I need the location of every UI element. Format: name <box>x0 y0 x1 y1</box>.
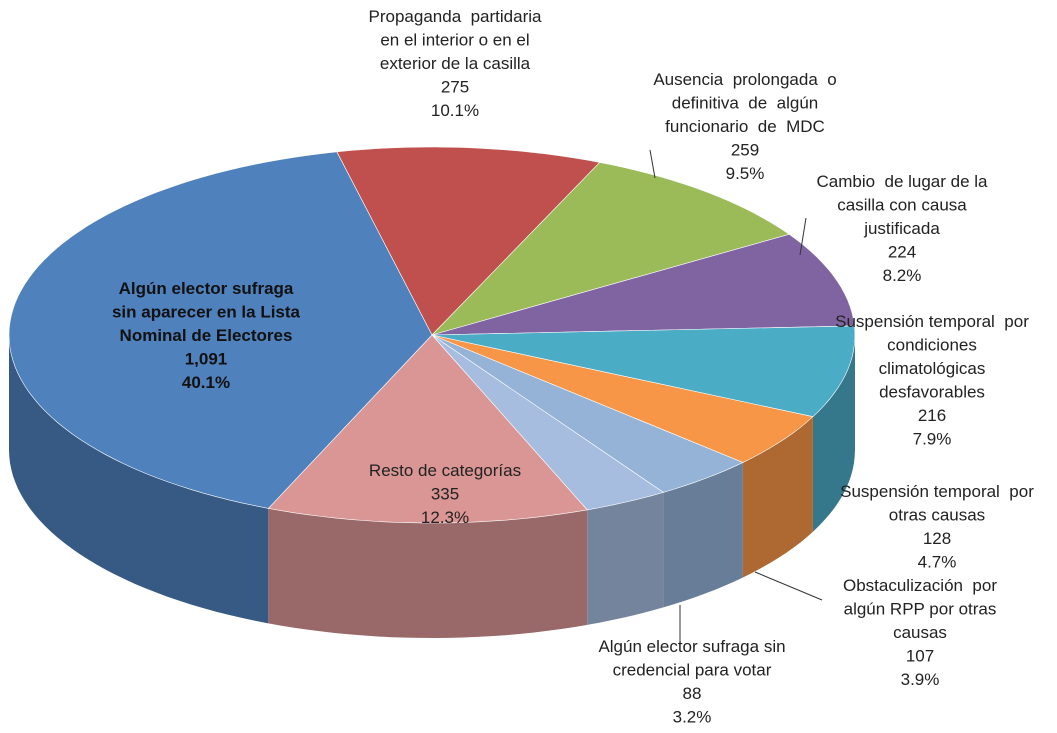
percent-label: 9.5% <box>726 164 765 183</box>
label-line: casilla con causa <box>837 196 967 215</box>
label-line: Nominal de Electores <box>120 326 293 345</box>
label-line: Obstaculización por <box>843 576 997 595</box>
percent-label: 4.7% <box>918 553 957 572</box>
slice-side <box>587 492 664 625</box>
label-line: desfavorables <box>879 383 985 402</box>
leader-line <box>754 571 823 601</box>
label-line: funcionario de MDC <box>665 117 825 136</box>
value-label: 128 <box>923 529 951 548</box>
slice <box>267 334 588 524</box>
label-line: exterior de la casilla <box>380 54 531 73</box>
percent-label: 12.3% <box>421 508 469 527</box>
label-line: definitiva de algún <box>672 94 819 113</box>
slice-label: Algún elector sufraga sin credencial para… <box>598 637 785 680</box>
label-line: Cambio de lugar de la <box>816 172 988 191</box>
percent-label: 3.9% <box>901 670 940 689</box>
label-line: Suspensión temporal por <box>835 312 1029 331</box>
value-label: 335 <box>431 485 459 504</box>
label-line: credencial para votar <box>613 661 772 680</box>
slice-label: Algún elector sufraga sin aparecer en la … <box>112 279 301 345</box>
slice-side <box>742 416 813 578</box>
percent-label: 7.9% <box>913 430 952 449</box>
label-line: otras causas <box>889 506 985 525</box>
slice <box>431 334 744 493</box>
value-label: 275 <box>441 78 469 97</box>
value-label: 259 <box>731 141 759 160</box>
label-line: Suspensión temporal por <box>840 482 1034 501</box>
label-line: Ausencia prolongada o <box>653 70 836 89</box>
value-label: 88 <box>683 684 702 703</box>
slice-label: Resto de categorías <box>369 461 521 480</box>
label-line: Resto de categorías <box>369 461 521 480</box>
slice-side <box>663 462 743 608</box>
slice-label: Propaganda partidaria en el interior o en… <box>369 7 543 73</box>
percent-label: 3.2% <box>673 708 712 727</box>
label-line: condiciones <box>887 336 977 355</box>
percent-label: 10.1% <box>431 101 479 120</box>
percent-label: 40.1% <box>182 373 230 392</box>
leader-line <box>649 149 656 179</box>
value-label: 107 <box>906 647 934 666</box>
label-line: Propaganda partidaria <box>369 7 543 26</box>
slice <box>336 146 601 336</box>
label-line: justificada <box>863 219 940 238</box>
slice <box>431 334 665 511</box>
slice-side <box>812 335 855 532</box>
value-label: 216 <box>918 406 946 425</box>
slice-label: Ausencia prolongada o definitiva de algún… <box>653 70 836 136</box>
label-line: climatológicas <box>879 359 986 378</box>
percent-label: 8.2% <box>883 266 922 285</box>
slice-side <box>268 508 588 638</box>
label-line: Algún elector sufraga <box>119 279 294 298</box>
value-label: 1,091 <box>185 350 228 369</box>
slice-label: Suspensión temporal por condiciones climat… <box>835 312 1029 402</box>
slice <box>431 334 814 463</box>
slice <box>431 325 856 418</box>
label-line: causas <box>893 623 947 642</box>
value-label: 224 <box>888 243 916 262</box>
label-line: Algún elector sufraga sin <box>598 637 785 656</box>
label-line: algún RPP por otras <box>844 600 997 619</box>
label-line: sin aparecer en la Lista <box>112 303 301 322</box>
slice-label: Obstaculización por algún RPP por otras ca… <box>843 576 997 642</box>
slice-label: Cambio de lugar de la casilla con causa ju… <box>816 172 988 238</box>
slice <box>431 162 790 336</box>
label-line: en el interior o en el <box>380 31 529 50</box>
slice <box>431 233 855 336</box>
slice-label: Suspensión temporal por otras causas <box>840 482 1034 525</box>
slice <box>8 151 433 509</box>
leader-line <box>799 217 807 256</box>
slice-side <box>9 335 269 624</box>
